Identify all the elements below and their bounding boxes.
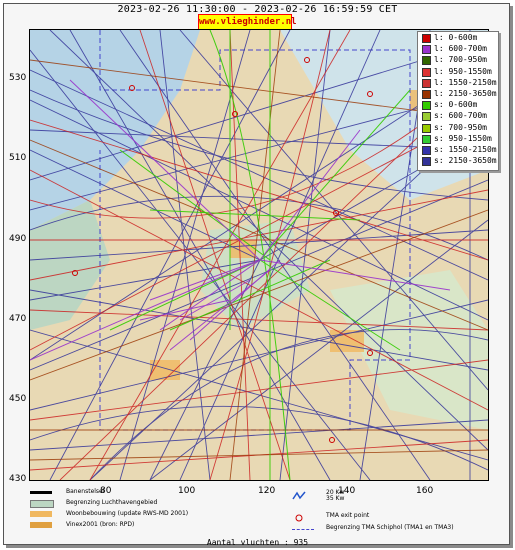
legend-wind: 20 Kw 35 Kw xyxy=(292,489,452,502)
legend-item[interactable]: l: 0-600m xyxy=(418,32,498,43)
altitude-legend: l: 0-600m l: 600-700m l: 700-950m l: 950… xyxy=(417,31,499,171)
x-tick-label: 100 xyxy=(178,486,196,496)
y-tick-label: 430 xyxy=(9,474,27,484)
legend-swatch xyxy=(422,45,431,55)
tracks-purple xyxy=(30,79,451,361)
legend-label: s: 950-1550m xyxy=(434,133,492,143)
urban-area xyxy=(150,360,180,380)
flight-count: Aantal vluchten : 935 xyxy=(206,538,309,547)
runway-swatch xyxy=(30,491,52,494)
y-tick-label: 490 xyxy=(9,234,27,244)
tma-boundary-label: Begrenzing TMA Schiphol (TMA1 en TMA3) xyxy=(326,524,454,531)
legend-item[interactable]: s: 0-600m xyxy=(418,99,498,111)
legend-item[interactable]: l: 700-950m xyxy=(418,54,498,66)
legend-swatch xyxy=(422,67,431,77)
tma-exit-points xyxy=(72,57,373,443)
coastal-area xyxy=(30,200,110,330)
site-badge[interactable]: www.vlieghinder.nl xyxy=(198,14,297,30)
tracks-green xyxy=(109,30,411,480)
legend-label: s: 2150-3650m xyxy=(434,156,497,166)
tma-exit-icon xyxy=(295,514,303,522)
legend-swatch xyxy=(422,78,431,88)
y-tick-label: 470 xyxy=(9,314,27,324)
sea-area xyxy=(30,30,200,230)
tma-boundary-swatch xyxy=(292,529,314,530)
legend-label: l: 1550-2150m xyxy=(434,77,497,87)
y-tick-label: 450 xyxy=(9,394,27,404)
legend-swatch xyxy=(422,34,431,43)
legend-residential: Woonbebouwing (update RWS-MD 2001) xyxy=(30,510,230,521)
time-range-title: 2023-02-26 11:30:00 - 2023-02-26 16:59:5… xyxy=(117,4,398,15)
legend-label: l: 600-700m xyxy=(434,44,487,54)
wind-label-35: 35 Kw xyxy=(326,495,345,502)
legend-item[interactable]: s: 950-1550m xyxy=(418,133,498,144)
legend-label: s: 0-600m xyxy=(434,100,478,110)
legend-item[interactable]: s: 2150-3650m xyxy=(418,155,498,167)
legend-label: s: 1550-2150m xyxy=(434,144,497,154)
legend-item[interactable]: l: 2150-3650m xyxy=(418,88,498,99)
legend-item[interactable]: l: 1550-2150m xyxy=(418,77,498,88)
legend-runways: Banenstelsel xyxy=(30,488,230,499)
runway-label: Banenstelsel xyxy=(66,488,105,495)
legend-label: l: 0-600m xyxy=(434,33,478,42)
legend-swatch xyxy=(422,56,431,66)
airport-swatch xyxy=(30,500,54,508)
x-tick-label: 120 xyxy=(258,486,276,496)
legend-item[interactable]: s: 1550-2150m xyxy=(418,144,498,155)
map-legend: Banenstelsel Begrenzing Luchthavengebied… xyxy=(30,487,470,539)
legend-swatch xyxy=(422,123,431,133)
airport-boundary-label: Begrenzing Luchthavengebied xyxy=(66,499,158,506)
legend-swatch xyxy=(422,101,431,111)
legend-swatch xyxy=(422,89,431,99)
x-tick-label: 140 xyxy=(338,486,356,496)
y-tick-label: 510 xyxy=(9,153,27,163)
legend-vinex: Vinex2001 (bron: RPD) xyxy=(30,521,230,532)
x-tick-label: 160 xyxy=(416,486,434,496)
vinex-swatch xyxy=(30,522,52,528)
legend-tma-exit: TMA exit point xyxy=(292,512,452,523)
legend-swatch xyxy=(422,157,431,167)
legend-airport-boundary: Begrenzing Luchthavengebied xyxy=(30,499,230,510)
wind-icon xyxy=(292,491,306,500)
legend-label: l: 700-950m xyxy=(434,55,487,65)
legend-item[interactable]: s: 600-700m xyxy=(418,110,498,122)
legend-tma-boundary: Begrenzing TMA Schiphol (TMA1 en TMA3) xyxy=(292,524,470,535)
residential-swatch xyxy=(30,511,52,517)
residential-label: Woonbebouwing (update RWS-MD 2001) xyxy=(66,510,189,517)
vinex-label: Vinex2001 (bron: RPD) xyxy=(66,521,135,528)
legend-label: s: 700-950m xyxy=(434,122,487,132)
y-tick-label: 530 xyxy=(9,73,27,83)
wind-label-20: 20 Kw xyxy=(326,489,345,496)
legend-swatch xyxy=(422,134,431,144)
legend-label: s: 600-700m xyxy=(434,111,487,121)
legend-item[interactable]: s: 700-950m xyxy=(418,122,498,133)
tma-exit-label: TMA exit point xyxy=(326,512,370,519)
legend-swatch xyxy=(422,112,431,122)
x-tick-label: 80 xyxy=(100,486,112,496)
legend-label: l: 950-1550m xyxy=(434,66,492,76)
legend-item[interactable]: l: 600-700m xyxy=(418,43,498,55)
polder-area xyxy=(330,270,488,430)
legend-swatch xyxy=(422,145,431,155)
legend-label: l: 2150-3650m xyxy=(434,88,497,98)
legend-item[interactable]: l: 950-1550m xyxy=(418,66,498,77)
